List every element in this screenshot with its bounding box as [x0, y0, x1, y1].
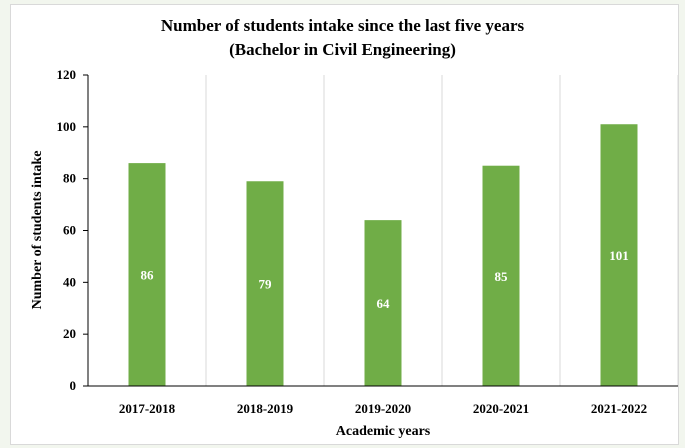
y-tick-label: 60 — [63, 223, 76, 238]
x-tick-label: 2020-2021 — [473, 401, 529, 416]
chart-subtitle: (Bachelor in Civil Engineering) — [229, 40, 456, 59]
y-tick-label: 120 — [57, 67, 77, 82]
bars — [128, 124, 638, 386]
axes — [83, 74, 678, 387]
bar-2018-2019 — [246, 181, 284, 386]
chart-title: Number of students intake since the last… — [160, 16, 525, 35]
y-tick-label: 80 — [63, 171, 76, 186]
data-label: 79 — [259, 277, 273, 292]
data-label: 64 — [377, 296, 391, 311]
bar-2017-2018 — [128, 163, 166, 386]
data-label: 86 — [141, 268, 155, 283]
data-label: 101 — [609, 248, 629, 263]
bar-2019-2020 — [364, 220, 402, 386]
y-axis-title: Number of students intake — [30, 151, 45, 310]
y-tick-label: 40 — [63, 274, 76, 289]
bar-2020-2021 — [482, 165, 520, 386]
data-labels: 86 79 64 85 101 — [141, 248, 629, 311]
x-tick-label: 2019-2020 — [355, 401, 411, 416]
data-label: 85 — [495, 269, 509, 284]
y-tick-label: 0 — [70, 378, 77, 393]
y-tick-label: 20 — [63, 326, 76, 341]
x-tick-label: 2017-2018 — [119, 401, 176, 416]
bar-2021-2022 — [600, 124, 638, 386]
x-axis-title: Academic years — [336, 424, 431, 439]
x-tick-label: 2021-2022 — [591, 401, 647, 416]
x-tick-labels: 2017-2018 2018-2019 2019-2020 2020-2021 2021… — [119, 401, 647, 416]
y-tick-label: 100 — [57, 119, 77, 134]
chart-frame — [10, 4, 679, 445]
x-tick-label: 2018-2019 — [237, 401, 294, 416]
y-tick-labels: 0 20 40 60 80 100 120 — [57, 67, 77, 393]
